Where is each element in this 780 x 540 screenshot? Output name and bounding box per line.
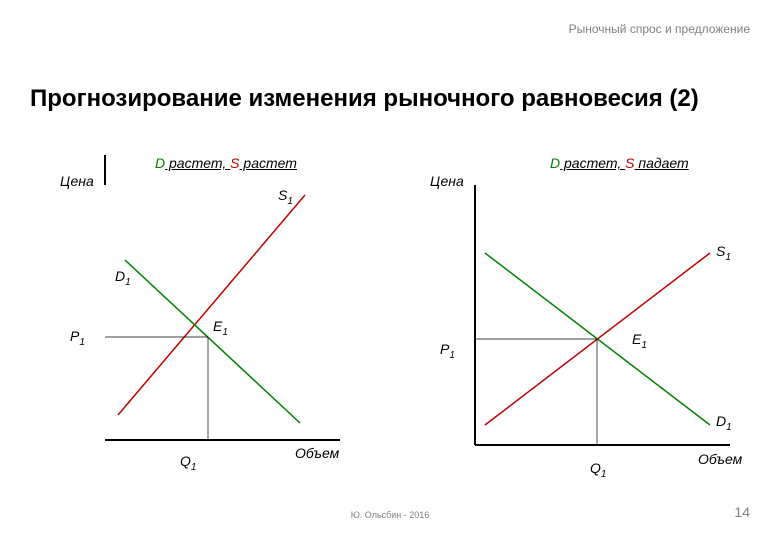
chart-left-d-label: D1 bbox=[115, 268, 131, 288]
chart-right-e-label: E1 bbox=[632, 331, 647, 351]
page-number: 14 bbox=[734, 504, 750, 520]
chart-right-s-label: S1 bbox=[716, 243, 731, 263]
chart-right-svg bbox=[430, 155, 760, 485]
chart-left-q-label: Q1 bbox=[180, 453, 196, 473]
chart-right-p-label: P1 bbox=[440, 341, 455, 361]
chart-right-q-label: Q1 bbox=[590, 460, 606, 480]
chart-left: D растет, S растет Цена Объем S1 D1 E1 P… bbox=[60, 155, 380, 475]
chart-right: D растет, S падает Цена Объем S1 D1 E1 P… bbox=[430, 155, 750, 475]
footer-credit: Ю. Ольсбин - 2016 bbox=[351, 510, 430, 520]
chart-left-s-label: S1 bbox=[278, 187, 293, 207]
page-title: Прогнозирование изменения рыночного равн… bbox=[30, 85, 699, 113]
chart-right-d-label: D1 bbox=[716, 413, 732, 433]
header-subtitle: Рыночный спрос и предложение bbox=[569, 22, 750, 36]
chart-left-p-label: P1 bbox=[70, 328, 85, 348]
chart-left-svg bbox=[60, 155, 380, 475]
chart-left-e-label: E1 bbox=[213, 318, 228, 338]
